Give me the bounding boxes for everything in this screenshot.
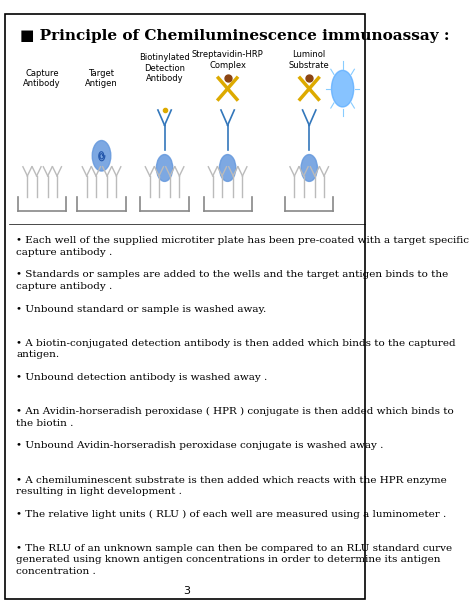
Text: Streptavidin-HRP
Complex: Streptavidin-HRP Complex	[192, 50, 264, 70]
Text: • The relative light units ( RLU ) of each well are measured using a luminometer: • The relative light units ( RLU ) of ea…	[16, 509, 447, 519]
Circle shape	[219, 154, 236, 181]
Text: • Each well of the supplied microtiter plate has been pre-coated with a target s: • Each well of the supplied microtiter p…	[16, 237, 469, 257]
Circle shape	[301, 154, 318, 181]
Circle shape	[156, 154, 173, 181]
Text: Biotinylated
Detection
Antibody: Biotinylated Detection Antibody	[139, 53, 190, 83]
Circle shape	[331, 70, 354, 107]
FancyBboxPatch shape	[5, 13, 365, 600]
Text: Luminol
Substrate: Luminol Substrate	[289, 50, 329, 70]
Text: • Unbound Avidin-horseradish peroxidase conjugate is washed away .: • Unbound Avidin-horseradish peroxidase …	[16, 441, 383, 451]
Text: ■ Principle of Chemiluminescence immunoassay :: ■ Principle of Chemiluminescence immunoa…	[20, 29, 449, 43]
Text: • A chemiluminescent substrate is then added which reacts with the HPR enzyme
re: • A chemiluminescent substrate is then a…	[16, 476, 447, 496]
Text: • A biotin-conjugated detection antibody is then added which binds to the captur: • A biotin-conjugated detection antibody…	[16, 339, 456, 359]
Circle shape	[92, 140, 111, 171]
Text: • The RLU of an unknown sample can then be compared to an RLU standard curve
gen: • The RLU of an unknown sample can then …	[16, 544, 452, 576]
Text: 3: 3	[183, 587, 191, 596]
Text: • Unbound detection antibody is washed away .: • Unbound detection antibody is washed a…	[16, 373, 267, 382]
Text: • An Avidin-horseradish peroxidase ( HPR ) conjugate is then added which binds t: • An Avidin-horseradish peroxidase ( HPR…	[16, 407, 454, 428]
Text: • Standards or samples are added to the wells and the target antigen binds to th: • Standards or samples are added to the …	[16, 270, 448, 291]
Text: Target
Antigen: Target Antigen	[85, 69, 118, 88]
Text: • Unbound standard or sample is washed away.: • Unbound standard or sample is washed a…	[16, 305, 266, 314]
Text: Capture
Antibody: Capture Antibody	[23, 69, 61, 88]
